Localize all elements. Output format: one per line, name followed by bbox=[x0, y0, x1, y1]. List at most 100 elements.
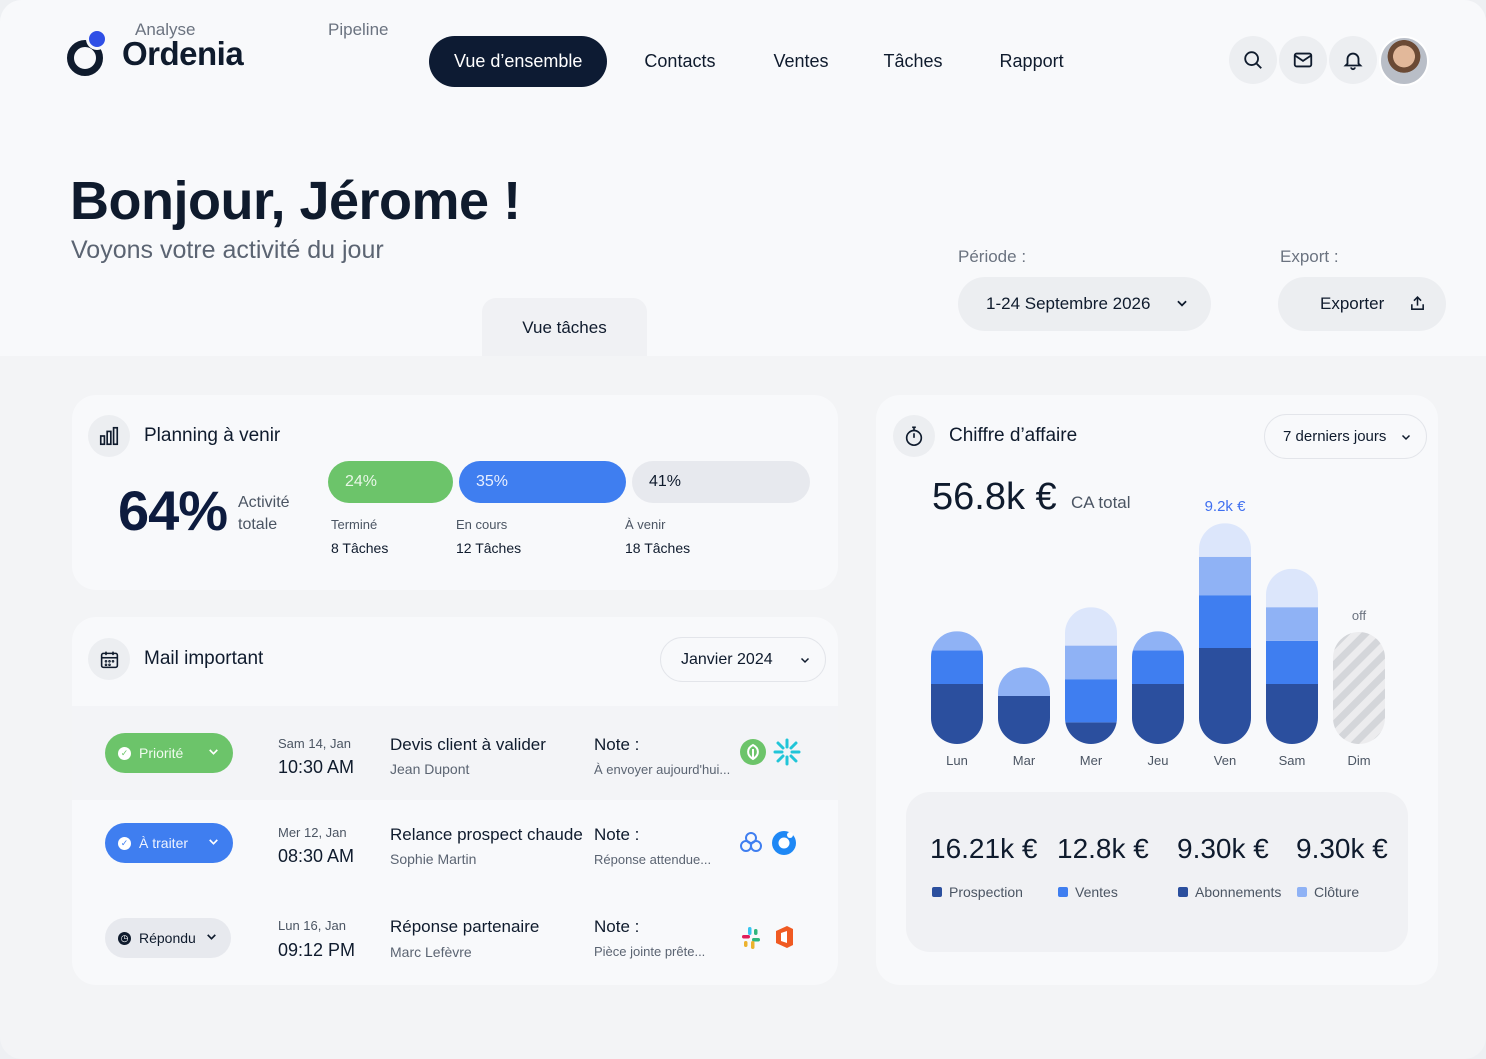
mail-time: 09:12 PM bbox=[278, 940, 356, 960]
x-tick-label: Ven bbox=[1214, 753, 1236, 768]
bar-segment bbox=[1199, 556, 1251, 596]
progress-segment-upcoming: 41% bbox=[632, 461, 810, 503]
bar-segment bbox=[1132, 631, 1184, 651]
progress-segment-done: 24% bbox=[328, 461, 453, 503]
bar-segment bbox=[1199, 523, 1251, 557]
mail-button[interactable] bbox=[1279, 36, 1327, 84]
bar-segment bbox=[931, 631, 983, 651]
mail-sender: Marc Lefèvre bbox=[390, 944, 472, 960]
bar-jeu bbox=[1132, 631, 1184, 744]
x-tick-label: Lun bbox=[946, 753, 968, 768]
segment-label: En cours bbox=[456, 517, 508, 532]
bar-segment bbox=[931, 684, 983, 744]
bar-segment bbox=[1266, 607, 1318, 641]
bar-dim bbox=[1333, 632, 1385, 744]
nav-item-overview[interactable]: Vue d’ensemble bbox=[429, 36, 608, 87]
bar-sam bbox=[1266, 568, 1318, 744]
mail-sender: Jean Dupont bbox=[390, 761, 470, 777]
status-label: Priorité bbox=[139, 745, 184, 761]
breakdown-legend: Ventes bbox=[1058, 884, 1118, 900]
revenue-breakdown-panel bbox=[906, 792, 1408, 952]
export-label: Export : bbox=[1280, 247, 1339, 266]
slack-app-icon[interactable] bbox=[737, 924, 765, 952]
bell-icon bbox=[1343, 52, 1363, 71]
tab-analyse[interactable]: Analyse bbox=[135, 20, 196, 39]
status-badge-repondu[interactable]: ◷ Répondu bbox=[105, 918, 231, 958]
status-label: Répondu bbox=[139, 930, 196, 946]
export-button-label: Exporter bbox=[1320, 294, 1385, 313]
tab-vue-taches[interactable]: Vue tâches bbox=[482, 298, 647, 356]
period-select[interactable]: 1-24 Septembre 2026 bbox=[958, 277, 1211, 331]
x-tick-label: Dim bbox=[1347, 753, 1370, 768]
openai-app-icon[interactable] bbox=[737, 829, 765, 857]
leaf-app-icon[interactable] bbox=[739, 738, 767, 766]
mail-date: Mer 12, Jan bbox=[278, 825, 347, 840]
breakdown-value: 12.8k € bbox=[1057, 833, 1149, 864]
data-label: off bbox=[1352, 608, 1367, 623]
bar-segment bbox=[1266, 684, 1318, 744]
nav-item-contacts[interactable]: Contacts bbox=[644, 51, 716, 71]
bar-mar bbox=[998, 667, 1050, 744]
bar-ven bbox=[1199, 523, 1251, 744]
breakdown-value: 9.30k € bbox=[1177, 833, 1269, 864]
bar-segment bbox=[1199, 595, 1251, 648]
logo[interactable]: Ordenia bbox=[66, 28, 244, 78]
share-icon bbox=[1411, 296, 1424, 310]
search-icon bbox=[1244, 51, 1262, 69]
breakdown-legend: Prospection bbox=[932, 884, 1023, 900]
planning-icon-wrap bbox=[88, 415, 130, 457]
bar-lun bbox=[931, 631, 983, 744]
stopwatch-icon bbox=[905, 426, 923, 446]
mail-note-label: Note : bbox=[594, 825, 640, 844]
notifications-button[interactable] bbox=[1329, 36, 1377, 84]
mail-date: Lun 16, Jan bbox=[278, 918, 346, 933]
bar-segment bbox=[998, 696, 1050, 744]
nav-item-ventes[interactable]: Ventes bbox=[773, 51, 829, 71]
main-nav: Vue d’ensemble Contacts Ventes Tâches Ra… bbox=[429, 36, 1064, 87]
tab-pipeline[interactable]: Pipeline bbox=[328, 20, 389, 39]
bar-segment bbox=[931, 650, 983, 684]
bar-segment bbox=[998, 667, 1050, 696]
bar-segment-off bbox=[1333, 632, 1385, 744]
mail-subject[interactable]: Relance prospect chaude bbox=[390, 825, 583, 844]
office-app-icon[interactable] bbox=[770, 923, 798, 951]
bar-segment bbox=[1132, 684, 1184, 744]
mail-note: Réponse attendue... bbox=[594, 852, 712, 867]
revenue-chart: Lun Mar Mer Jeu Ven 9.2k € Sam Dim off bbox=[931, 500, 1385, 768]
mail-note: À envoyer aujourd'hui... bbox=[594, 762, 731, 777]
mail-title: Mail important bbox=[144, 648, 264, 669]
bar-segment bbox=[1199, 648, 1251, 744]
bar-segment bbox=[1065, 645, 1117, 680]
segment-label: À venir bbox=[625, 517, 666, 532]
avatar[interactable] bbox=[1379, 36, 1429, 86]
chevron-down-icon bbox=[207, 934, 216, 940]
revenue-range-select[interactable]: 7 derniers jours bbox=[1264, 414, 1427, 459]
nav-item-taches[interactable]: Tâches bbox=[883, 51, 943, 71]
mail-subject[interactable]: Réponse partenaire bbox=[390, 917, 540, 936]
mail-month-select[interactable]: Janvier 2024 bbox=[660, 637, 826, 682]
status-badge-priorite[interactable]: ✓ Priorité bbox=[105, 733, 233, 773]
logo-mark bbox=[66, 28, 108, 78]
asterisk-app-icon[interactable] bbox=[773, 738, 801, 766]
export-button[interactable]: Exporter bbox=[1278, 277, 1446, 331]
search-button[interactable] bbox=[1229, 36, 1277, 84]
x-tick-label: Mar bbox=[1013, 753, 1036, 768]
bar-mer bbox=[1065, 607, 1117, 744]
x-tick-label: Sam bbox=[1279, 753, 1306, 768]
status-badge-a-traiter[interactable]: ✓ À traiter bbox=[105, 823, 233, 863]
segment-label: Terminé bbox=[331, 517, 378, 532]
check-icon: ✓ bbox=[118, 746, 131, 760]
page-subtitle: Voyons votre activité du jour bbox=[71, 236, 384, 264]
status-label: À traiter bbox=[139, 835, 189, 851]
nav-item-rapport[interactable]: Rapport bbox=[999, 51, 1064, 71]
ring-app-icon[interactable] bbox=[770, 829, 798, 857]
planning-title: Planning à venir bbox=[144, 425, 281, 446]
chevron-down-icon bbox=[800, 657, 810, 664]
mail-time: 08:30 AM bbox=[278, 846, 355, 866]
chevron-down-icon bbox=[209, 749, 218, 755]
mail-note-label: Note : bbox=[594, 917, 640, 936]
mail-subject[interactable]: Devis client à valider bbox=[390, 735, 546, 754]
bar-segment bbox=[1266, 568, 1318, 608]
planning-total-pct: 64% bbox=[118, 479, 228, 542]
